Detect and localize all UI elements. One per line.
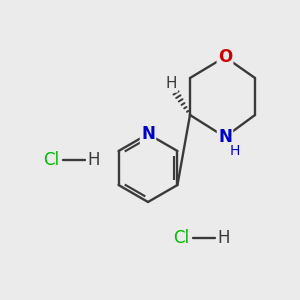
Text: O: O	[218, 48, 232, 66]
Text: H: H	[230, 144, 240, 158]
Text: N: N	[141, 125, 155, 143]
Text: H: H	[88, 151, 100, 169]
Text: H: H	[218, 229, 230, 247]
Text: N: N	[218, 128, 232, 146]
Text: Cl: Cl	[43, 151, 59, 169]
Text: Cl: Cl	[173, 229, 189, 247]
Text: H: H	[165, 76, 177, 92]
